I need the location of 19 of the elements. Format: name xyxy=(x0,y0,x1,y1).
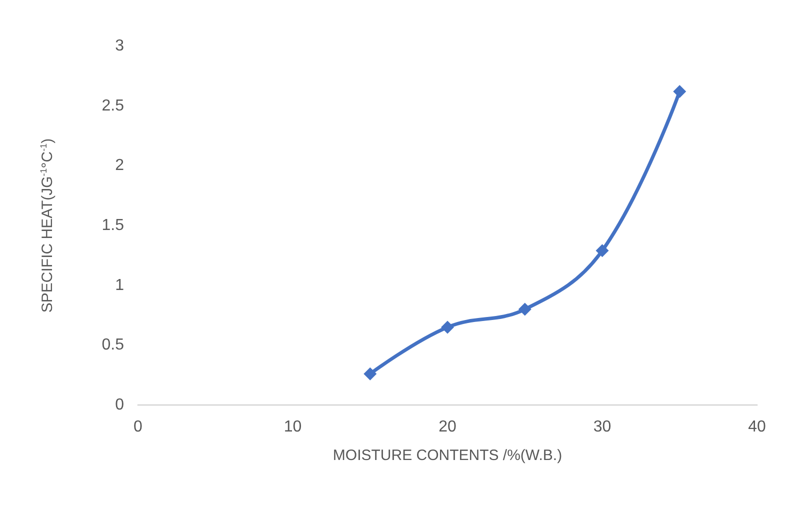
y-tick-label: 2 xyxy=(115,157,124,174)
x-tick-label: 40 xyxy=(748,418,766,436)
y-tick-label: 0 xyxy=(115,396,124,414)
y-tick-label: 0.5 xyxy=(102,336,124,354)
point xyxy=(673,84,686,98)
point xyxy=(518,302,532,316)
point xyxy=(596,244,609,258)
y-tick-label: 2.5 xyxy=(102,97,124,114)
y-tick-label: 1.5 xyxy=(102,217,124,234)
x-tick-label: 30 xyxy=(593,418,612,436)
x-tick-label: 10 xyxy=(284,418,302,436)
x-axis-title: MOISTURE CONTENTS /%(W.B.) xyxy=(332,447,562,464)
x-tick-label: 20 xyxy=(438,418,456,436)
y-tick-label: 3 xyxy=(115,38,124,54)
y-tick-label: 1 xyxy=(115,276,124,294)
point xyxy=(441,320,454,334)
y-axis-title: SPECIFIC HEAT(JG-1°C-1) xyxy=(38,138,56,313)
x-tick-label: 0 xyxy=(134,418,143,436)
point xyxy=(364,367,377,380)
